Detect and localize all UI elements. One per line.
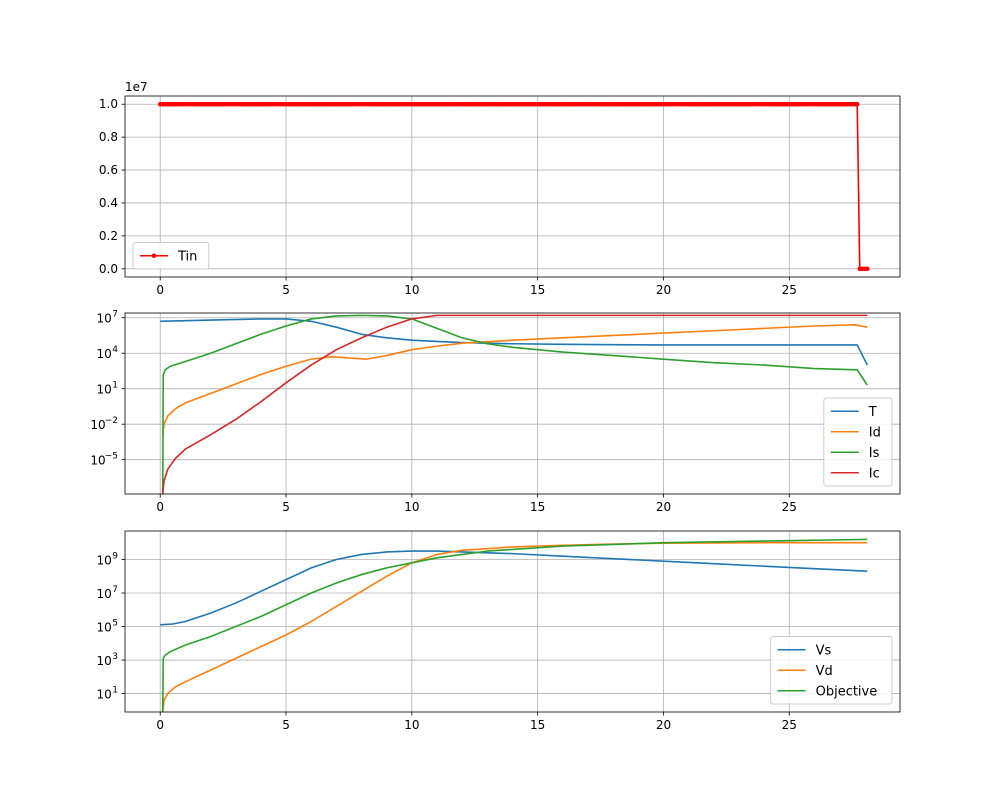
legend-box (132, 242, 210, 270)
x-tick-label: 10 (404, 500, 419, 514)
axes-frame (124, 312, 901, 495)
y-tick-exponent: 7 (112, 310, 118, 320)
plot-area (157, 101, 870, 272)
axes-frame (124, 530, 901, 713)
y-tick-label: 10 (97, 553, 112, 567)
plot-area (160, 538, 868, 712)
x-tick-label: 25 (782, 283, 797, 297)
y-tick-exponent: 7 (112, 585, 118, 595)
x-tick-label: 15 (530, 718, 545, 732)
x-tick-label: 5 (282, 718, 290, 732)
y-tick-label: 10 (97, 621, 112, 635)
x-tick-label: 5 (282, 500, 290, 514)
x-tick-label: 0 (156, 283, 164, 297)
y-tick-label: 10 (97, 347, 112, 361)
axes-frame (124, 95, 901, 278)
y-tick-exponent: 4 (112, 345, 118, 355)
legend-label: Tin (177, 249, 197, 264)
y-tick-label: 10 (97, 312, 112, 326)
series-marker-tin (854, 101, 860, 107)
x-tick-label: 20 (656, 500, 671, 514)
legend-marker (151, 253, 157, 259)
legend-label: T (868, 405, 877, 420)
y-tick-exponent: 1 (112, 381, 118, 391)
y-tick-label: 0.2 (99, 229, 118, 243)
legend-box (770, 636, 893, 705)
x-tick-label: 15 (530, 283, 545, 297)
legend-label: Objective (816, 684, 878, 699)
y-tick-label: 10 (97, 688, 112, 702)
legend-label: Id (869, 425, 881, 440)
x-tick-label: 25 (782, 500, 797, 514)
series-line-is (161, 314, 868, 494)
legend: Tin (132, 242, 210, 270)
y-tick-label: 0.6 (99, 163, 118, 177)
series-line-vs (160, 550, 868, 626)
y-tick-exponent: 9 (112, 551, 118, 561)
x-tick-label: 20 (656, 718, 671, 732)
series-line-ic (161, 314, 868, 494)
y-offset-label: 1e7 (125, 80, 148, 94)
y-tick-label: 10 (97, 383, 112, 397)
y-tick-exponent: 5 (112, 619, 118, 629)
y-tick-label: 0.4 (99, 196, 118, 210)
x-tick-label: 25 (782, 718, 797, 732)
x-tick-label: 10 (404, 718, 419, 732)
y-tick-label: 10 (90, 454, 105, 468)
legend-label: Vs (816, 643, 832, 658)
x-tick-label: 0 (156, 718, 164, 732)
y-tick-exponent: 1 (112, 686, 118, 696)
series-line-t (160, 318, 869, 366)
grid (125, 313, 900, 494)
y-tick-exponent: 3 (112, 652, 118, 662)
x-tick-label: 20 (656, 283, 671, 297)
y-tick-exponent: −2 (105, 416, 118, 426)
y-tick-label: 0.0 (99, 262, 118, 276)
legend: Vs Vd Objective (770, 636, 893, 705)
legend-label: Ic (869, 466, 880, 481)
x-tick-label: 5 (282, 283, 290, 297)
legend: T Id Is Ic (823, 397, 893, 487)
y-tick-label: 10 (90, 418, 105, 432)
y-tick-exponent: −5 (105, 452, 118, 462)
series-line-id (161, 324, 868, 435)
plot-area (160, 314, 869, 494)
grid (125, 531, 900, 712)
y-tick-label: 0.8 (99, 130, 118, 144)
legend-box (823, 397, 893, 487)
series-marker-tin (864, 266, 870, 272)
x-tick-label: 10 (404, 283, 419, 297)
legend-label: Vd (816, 664, 833, 679)
x-tick-label: 0 (156, 500, 164, 514)
series-line-objective (161, 538, 868, 712)
tin-subplot: 1e7 0 5 10 15 20 25 0.0 0.2 0.4 0.6 0.8 1.0 Tin (99, 80, 901, 297)
y-tick-label: 1.0 (99, 97, 118, 111)
legend-label: Is (869, 446, 880, 461)
x-tick-label: 15 (530, 500, 545, 514)
y-tick-label: 10 (97, 654, 112, 668)
y-tick-label: 10 (97, 587, 112, 601)
